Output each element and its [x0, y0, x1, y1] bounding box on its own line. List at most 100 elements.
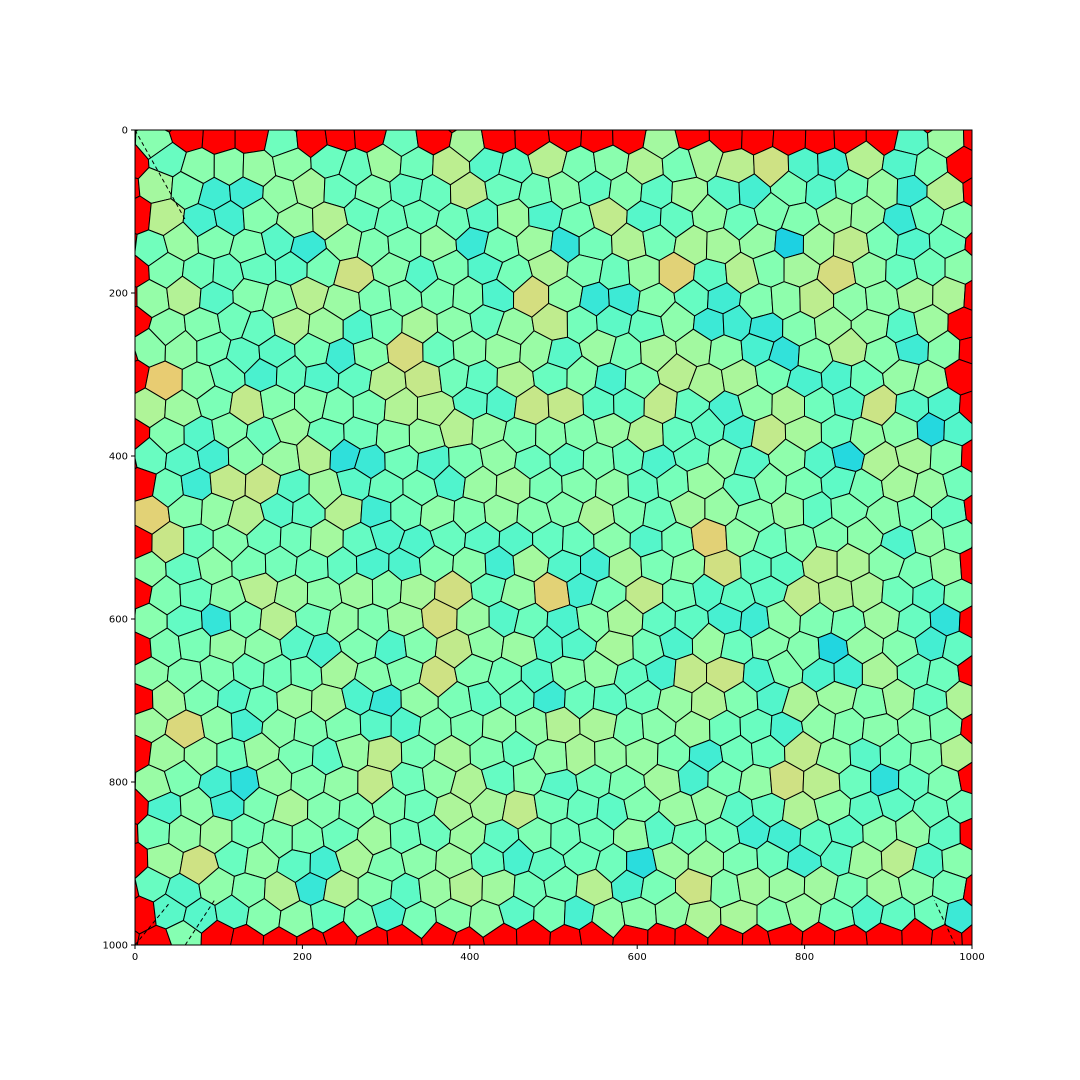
voronoi-cell — [994, 706, 1034, 753]
voronoi-cell — [962, 873, 972, 907]
voronoi-cell — [497, 952, 537, 1001]
voronoi-cell — [977, 739, 1028, 774]
voronoi-cell — [849, 950, 884, 1003]
voronoi-cell — [974, 840, 1016, 878]
voronoi-cell — [978, 575, 1027, 610]
x-tick-label: 600 — [628, 952, 647, 963]
voronoi-cell — [958, 390, 972, 425]
voronoi-cell — [66, 543, 102, 593]
voronoi-cell — [883, 96, 917, 129]
voronoi-cell — [201, 130, 236, 155]
voronoi-cell — [674, 64, 707, 101]
voronoi-cell — [563, 91, 598, 125]
voronoi-cell — [659, 93, 691, 126]
voronoi-cell — [99, 658, 133, 693]
voronoi-cell — [135, 130, 137, 146]
voronoi-cell — [61, 809, 105, 852]
voronoi-cell — [76, 253, 118, 291]
voronoi-cell — [990, 598, 1028, 647]
voronoi-cell — [545, 56, 579, 97]
voronoi-cell — [182, 946, 221, 1000]
voronoi-cell — [73, 518, 119, 553]
voronoi-cell — [374, 95, 411, 129]
voronoi-cell — [814, 954, 850, 999]
voronoi-cell — [835, 59, 867, 107]
voronoi-cell — [958, 605, 972, 639]
voronoi-cell — [68, 168, 109, 216]
voronoi-cell — [971, 544, 972, 549]
voronoi-cell — [991, 380, 1039, 425]
voronoi-cell — [264, 59, 295, 104]
y-axis-ticks: 0 200 400 600 800 1000 — [103, 126, 135, 952]
voronoi-cell — [957, 654, 972, 687]
voronoi-cell — [992, 539, 1034, 592]
voronoi-cell — [67, 951, 121, 999]
voronoi-cell — [80, 304, 118, 341]
infinite-ridge-line — [135, 903, 169, 945]
voronoi-cell — [68, 761, 106, 803]
voronoi-cell — [403, 90, 436, 125]
voronoi-cell — [994, 220, 1038, 266]
voronoi-cell — [576, 61, 612, 103]
voronoi-cell — [246, 94, 281, 127]
voronoi-cell — [912, 949, 945, 994]
voronoi-cell — [341, 948, 379, 995]
voronoi-cell — [98, 493, 132, 531]
voronoi-cell — [451, 56, 489, 102]
voronoi-cell — [563, 953, 598, 998]
voronoi-cell — [104, 387, 134, 423]
voronoi-cell — [971, 493, 972, 496]
voronoi-cell — [447, 130, 458, 134]
voronoi-cell — [531, 89, 564, 126]
voronoi-cell — [78, 574, 122, 607]
voronoi-cell — [819, 96, 851, 128]
voronoi-cell — [535, 952, 567, 1003]
voronoi-cell — [960, 439, 972, 474]
voronoi-cell — [376, 953, 416, 1001]
voronoi-cell — [468, 93, 504, 126]
voronoi-cell — [81, 789, 121, 822]
infinite-ridges — [135, 130, 956, 945]
voronoi-cell — [963, 279, 972, 311]
voronoi-cell — [958, 336, 972, 365]
voronoi-cell — [337, 92, 375, 124]
voronoi-cell — [181, 93, 216, 126]
voronoi-cell — [324, 130, 326, 131]
voronoi-cell — [922, 130, 934, 134]
voronoi-cell — [65, 700, 102, 745]
voronoi-cell — [234, 130, 270, 154]
voronoi-cell — [56, 873, 103, 911]
voronoi-cell — [643, 67, 676, 104]
voronoi-cell — [64, 494, 99, 544]
voronoi-cell — [973, 198, 1020, 232]
voronoi-cell — [721, 91, 753, 124]
voronoi-cell — [76, 417, 117, 455]
voronoi-cell — [973, 900, 1017, 933]
infinite-ridge-line — [184, 899, 215, 945]
voronoi-cell — [67, 384, 107, 425]
voronoi-cell — [327, 59, 362, 100]
voronoi-cell — [722, 952, 757, 992]
voronoi-cell — [963, 130, 972, 152]
voronoi-cell — [66, 282, 109, 323]
voronoi-cell — [75, 150, 121, 184]
voronoi-cell — [990, 647, 1033, 701]
voronoi-cell — [63, 217, 105, 265]
voronoi-cell — [73, 593, 107, 637]
voronoi-cell — [76, 736, 118, 770]
voronoi-cell — [74, 469, 121, 508]
voronoi-cell — [978, 685, 1028, 721]
voronoi-cell — [510, 66, 548, 101]
voronoi-cell — [772, 130, 775, 131]
y-tick-label: 400 — [109, 452, 128, 463]
voronoi-cell — [79, 200, 121, 236]
y-tick-label: 0 — [122, 126, 128, 137]
voronoi-cell — [962, 177, 972, 208]
x-tick-label: 1000 — [959, 952, 984, 963]
voronoi-cell — [755, 953, 784, 1000]
voronoi-cell — [597, 88, 633, 125]
voronoi-cell — [996, 159, 1029, 214]
voronoi-cell — [608, 61, 648, 99]
y-tick-label: 200 — [109, 289, 128, 300]
voronoi-cell — [976, 409, 1022, 447]
